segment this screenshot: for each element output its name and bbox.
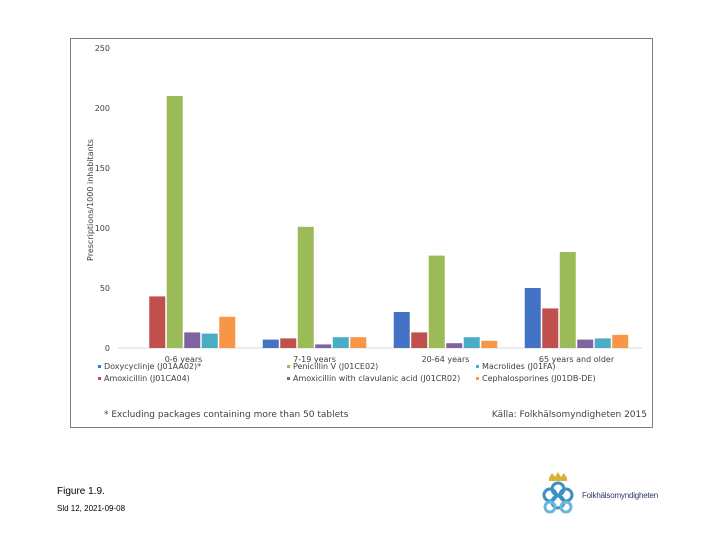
bar [559,252,576,348]
x-category-label: 20-64 years [422,355,470,364]
legend-swatch [98,365,101,368]
bar [262,339,279,348]
bar [393,312,410,348]
y-tick-label: 250 [95,44,110,53]
logo-wordmark: Folkhälsomyndigheten [582,491,659,500]
x-category-label: 0-6 years [165,355,203,364]
bar [463,337,480,348]
legend-swatch [287,377,290,380]
bar [446,343,463,348]
bar [577,339,594,348]
bar [219,316,236,348]
bar [481,340,498,348]
x-category-label: 7-19 years [293,355,336,364]
legend-label: Amoxicillin with clavulanic acid (J01CR0… [293,374,460,383]
bar [297,226,314,348]
legend-swatch [476,365,479,368]
bar [428,255,445,348]
y-tick-label: 200 [95,104,110,113]
y-axis-label: Prescriptions/1000 inhabitants [86,139,95,261]
bar [149,296,166,348]
y-tick-label: 0 [105,344,110,353]
y-tick-label: 50 [100,284,110,293]
bar [201,333,218,348]
footnote: * Excluding packages containing more tha… [104,410,349,420]
legend-label: Macrolides (J01FA) [482,362,556,371]
legend-label: Doxycyclinje (J01AA02)* [104,362,201,371]
legend-swatch [98,377,101,380]
legend: Doxycyclinje (J01AA02)* Amoxicillin (J01C… [98,362,596,383]
figure-label: Figure 1.9. [57,486,105,497]
bar [332,337,349,348]
source-credit: Källa: Folkhälsomyndigheten 2015 [492,410,647,420]
y-tick-label: 100 [95,224,110,233]
legend-swatch [476,377,479,380]
bar-series [149,96,629,348]
x-axis-categories: 0-6 years 7-19 years 20-64 years 65 years a… [165,355,615,364]
x-category-label: 65 years and older [539,355,615,364]
knot-emblem-icon [542,481,574,514]
bar [315,344,332,348]
bar [594,338,611,348]
crown-icon [549,472,567,481]
bar [542,308,559,348]
bar [350,337,367,348]
slide-date: Sld 12, 2021-09-08 [57,504,126,513]
chart-frame [70,38,653,428]
y-axis-ticks: 0 50 100 150 200 250 [95,44,110,353]
legend-label: Penicillin V (J01CE02) [293,362,378,371]
bar [280,338,297,348]
bar [524,288,541,348]
y-tick-label: 150 [95,164,110,173]
folkhalsomyndigheten-logo [542,472,574,514]
bar [166,96,183,348]
bar [612,334,629,348]
legend-label: Cephalosporines (J01DB-DE) [482,374,596,383]
legend-label: Amoxicillin (J01CA04) [104,374,190,383]
bar [411,332,428,348]
bar [184,332,201,348]
legend-swatch [287,365,290,368]
